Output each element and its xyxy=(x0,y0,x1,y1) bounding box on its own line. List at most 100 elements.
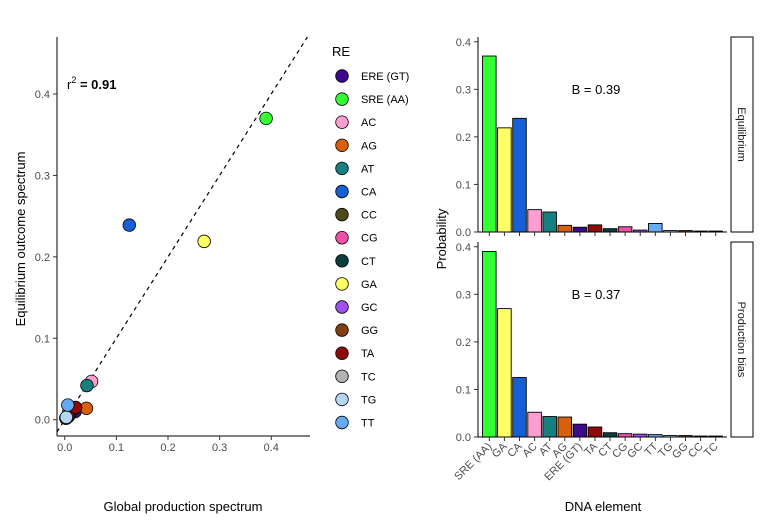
facet-strip-label: Equilibrium xyxy=(735,107,747,161)
bar-y-tick-label: 0.1 xyxy=(456,179,471,191)
legend-key-gc xyxy=(335,300,349,314)
legend-label-ct: CT xyxy=(361,256,376,268)
legend-label-tt: TT xyxy=(361,418,375,430)
legend-label-gg: GG xyxy=(361,325,378,337)
legend-label-ac: AC xyxy=(361,117,376,129)
bar-tt xyxy=(648,222,663,233)
bar-y-tick-label: 0.0 xyxy=(456,432,471,444)
r-squared-sup: 2 xyxy=(71,75,76,85)
scatter-y-tick-label: 0.1 xyxy=(35,333,50,345)
scatter-point-ca xyxy=(122,218,136,232)
scatter-y-tick-label: 0.0 xyxy=(35,415,50,427)
bar-x-tick-label: SRE (AA) xyxy=(452,441,494,483)
scatter-x-axis-title: Global production spectrum xyxy=(104,499,263,514)
scatter-points xyxy=(59,111,273,425)
bar-y-tick-label: 0.2 xyxy=(456,337,471,349)
legend-label-ga: GA xyxy=(361,279,378,291)
bar-ct xyxy=(602,432,618,438)
legend-key-ere-gt xyxy=(335,69,349,83)
bar-x-tick-label: TC xyxy=(702,441,721,460)
legend-key-ca xyxy=(335,184,349,199)
scatter-x-tick-label: 0.4 xyxy=(264,442,279,454)
legend-label-sre-aa: SRE (AA) xyxy=(361,94,409,106)
legend-key-ta xyxy=(335,346,349,360)
legend-key-cc xyxy=(335,207,349,222)
reference-line xyxy=(56,36,308,433)
bar-y-tick-label: 0.3 xyxy=(456,84,471,96)
bar-at xyxy=(542,416,557,438)
bar-panel-production-bias: 0.0 0.1 0.2 0.3 0.4 B = 0.37 Production bias xyxy=(456,241,754,444)
legend-label-cc: CC xyxy=(361,210,377,222)
identity-line xyxy=(56,36,308,433)
legend-key-sre-aa xyxy=(335,92,349,106)
legend-key-at xyxy=(335,161,349,176)
legend-key-ga xyxy=(335,277,349,291)
faceted-bar-chart: 0.0 0.1 0.2 0.3 0.4 B = 0.39 Equilibrium 0.0 0.1… xyxy=(434,36,754,514)
scatter-point-tt xyxy=(61,398,75,412)
bar-panel-annotation: B = 0.37 xyxy=(572,287,621,302)
scatter-y-tick-label: 0.3 xyxy=(35,170,50,182)
legend-key-tc xyxy=(335,369,349,384)
bar-ag xyxy=(557,416,573,438)
facet-strip-label: Production bias xyxy=(735,302,747,378)
scatter-point-at xyxy=(80,378,94,393)
bar-ac xyxy=(527,209,542,233)
legend-label-tg: TG xyxy=(361,394,376,406)
legend-label-tc: TC xyxy=(361,371,376,383)
bar-ca xyxy=(512,377,527,438)
legend-key-ct xyxy=(335,254,349,268)
bar-ac xyxy=(527,411,542,438)
bar-y-tick-label: 0.4 xyxy=(456,242,471,254)
legend-label-ag: AG xyxy=(361,140,377,152)
scatter-x-tick-label: 0.1 xyxy=(109,442,124,454)
legend-label-cg: CG xyxy=(361,233,378,245)
legend-label-ere-gt: ERE (GT) xyxy=(361,71,409,83)
bar-panel-equilibrium: 0.0 0.1 0.2 0.3 0.4 B = 0.39 Equilibrium xyxy=(456,36,754,239)
legend-label-ta: TA xyxy=(361,348,375,360)
facet-strip xyxy=(730,36,754,233)
scatter-x-tick-label: 0.0 xyxy=(57,442,72,454)
scatter-x-tick-label: 0.3 xyxy=(212,442,227,454)
r-squared-prefix: r xyxy=(67,77,72,92)
bar-sre-aa xyxy=(482,251,497,438)
bar-sre-aa xyxy=(482,55,497,233)
bar-ere-gt xyxy=(572,226,588,233)
bar-ere-gt xyxy=(572,423,588,438)
legend-key-tt xyxy=(335,415,349,430)
legend-key-cg xyxy=(335,230,349,245)
scatter-axes: 0.0 0.1 0.2 0.3 0.4 0.0 0.1 0.2 0.3 0.4 xyxy=(35,37,310,454)
bar-ca xyxy=(512,117,527,233)
scatter-y-tick-label: 0.4 xyxy=(35,89,50,101)
r-squared-value: = 0.91 xyxy=(76,77,116,92)
bar-at xyxy=(542,211,557,233)
scatter-point-tg xyxy=(59,410,73,424)
bar-panel-annotation: B = 0.39 xyxy=(572,82,621,97)
scatter-plot: 0.0 0.1 0.2 0.3 0.4 0.0 0.1 0.2 0.3 0.4 r2 = 0.91… xyxy=(13,36,310,514)
bar-y-tick-label: 0.2 xyxy=(456,132,471,144)
facet-strip xyxy=(730,241,754,438)
legend-label-ca: CA xyxy=(361,187,377,199)
bar-cg xyxy=(617,226,633,233)
legend-key-ac xyxy=(335,115,349,129)
legend-title: RE xyxy=(332,44,350,59)
legend-label-gc: GC xyxy=(361,302,378,314)
bar-x-axis-title: DNA element xyxy=(565,499,642,514)
r-squared-annotation: r2 = 0.91 xyxy=(67,75,116,92)
bar-y-tick-label: 0.1 xyxy=(456,384,471,396)
bar-y-tick-label: 0.4 xyxy=(456,37,471,49)
scatter-x-tick-label: 0.2 xyxy=(160,442,175,454)
legend-label-at: AT xyxy=(361,163,375,175)
bar-y-axis-title: Probability xyxy=(434,208,449,269)
scatter-y-axis-title: Equilibrium outcome spectrum xyxy=(13,152,28,327)
scatter-y-tick-label: 0.2 xyxy=(35,252,50,264)
bar-y-tick-label: 0.0 xyxy=(456,227,471,239)
legend-key-gg xyxy=(335,323,349,337)
bar-ga xyxy=(497,127,512,233)
bar-ta xyxy=(587,426,603,438)
legend-key-tg xyxy=(335,392,349,407)
bar-ag xyxy=(557,224,573,233)
legend: RE ERE (GT) SRE (AA) AC AG AT CA CC CG CT GA GC GG T… xyxy=(332,44,409,430)
legend-key-ag xyxy=(335,138,349,153)
